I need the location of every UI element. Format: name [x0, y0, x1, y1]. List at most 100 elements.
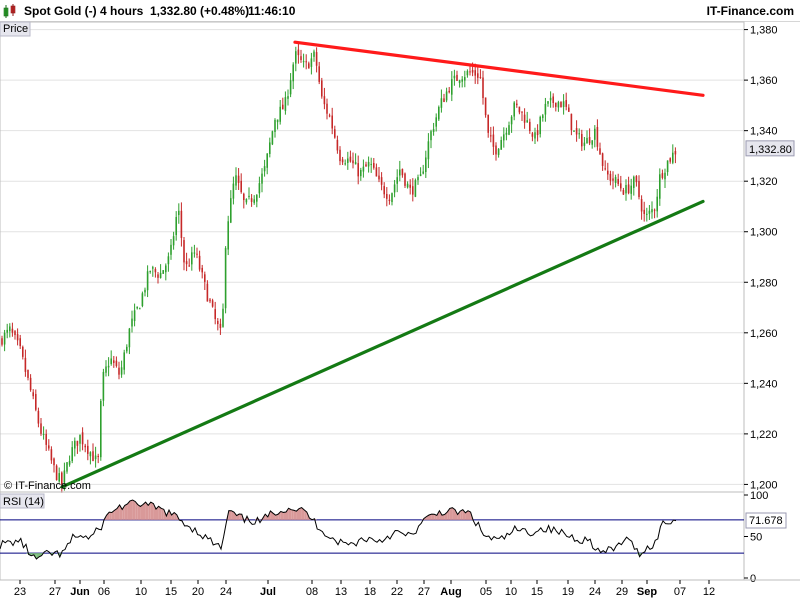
time-axis: 23 27 Jun 06 10 15 20 24 Jul 08 13 18 22 27 Aug 05 10 15 1…: [0, 579, 800, 598]
candle-down: [19, 338, 21, 347]
price-tick-label: 1,320: [750, 176, 778, 188]
candle-down: [331, 115, 333, 129]
candle-up: [451, 79, 453, 95]
rsi-overbought-fill: [429, 514, 432, 520]
candle-down: [305, 61, 307, 63]
candle-up: [123, 352, 125, 370]
candle-up: [256, 194, 258, 202]
resistance-trendline[interactable]: [293, 40, 705, 97]
candle-down: [479, 77, 482, 79]
candle-up: [120, 367, 123, 375]
candle-down: [240, 180, 242, 193]
candle-up: [594, 128, 596, 140]
last-price-marker: 1,332.80: [745, 140, 795, 157]
candle-down: [334, 129, 336, 138]
candle-up: [354, 162, 357, 165]
time-tick-label: 12: [703, 586, 715, 598]
candle-up: [141, 293, 144, 307]
candle-down: [237, 175, 240, 183]
candle-up: [664, 172, 666, 180]
candle-up: [175, 216, 177, 236]
candle-up: [79, 434, 81, 444]
candle-down: [1, 338, 3, 345]
candle-down: [601, 153, 604, 166]
candle-up: [230, 198, 232, 223]
support-trendline[interactable]: [60, 199, 705, 489]
candle-down: [653, 209, 656, 211]
candle-down: [474, 70, 476, 76]
candle-up: [464, 77, 466, 81]
price-tick-label: 1,340: [750, 126, 778, 138]
candle-up: [193, 252, 196, 254]
candle-down: [308, 63, 310, 69]
candle-up: [133, 310, 136, 322]
candle-up: [279, 106, 281, 122]
price-tick-label: 1,200: [750, 479, 778, 491]
candle-up: [393, 184, 396, 193]
price-axis: 1,380 1,360 1,340 1,320 1,300 1,280 1,260 1,240…: [744, 25, 778, 491]
candle-up: [302, 61, 305, 63]
candle-down: [581, 133, 583, 147]
price-panel-frame: [0, 21, 745, 493]
candle-down: [76, 440, 79, 446]
time-tick-label: 29: [616, 586, 628, 598]
candle-down: [185, 261, 188, 265]
price-tick-label: 1,280: [750, 277, 778, 289]
candle-down: [323, 96, 326, 105]
candle-down: [282, 104, 284, 110]
candle-down: [217, 320, 219, 325]
rsi-overbought-fill: [111, 510, 115, 520]
candle-up: [656, 196, 658, 212]
candle-down: [37, 410, 40, 424]
rsi-overbought-fill: [275, 514, 279, 520]
price-tick-label: 1,360: [750, 75, 778, 87]
rsi-panel-label-box: [0, 493, 45, 509]
candle-down: [409, 184, 411, 188]
candle-up: [466, 70, 469, 76]
price-panel-label-box: [0, 21, 31, 37]
rsi-overbought-fill: [124, 503, 128, 520]
candle-up: [227, 221, 229, 250]
candle-down: [661, 173, 664, 178]
rsi-overbought-fill: [439, 510, 442, 520]
time-tick-label: 10: [505, 586, 517, 598]
rsi-overbought-fill: [301, 507, 305, 520]
rsi-overbought-fill: [132, 500, 136, 520]
candle-up: [235, 175, 237, 186]
time-tick-label: 27: [49, 586, 61, 598]
candlestick-chart-icon[interactable]: [2, 3, 18, 19]
candle-down: [373, 163, 375, 168]
candle-up: [232, 183, 235, 199]
candle-up: [165, 265, 167, 273]
rsi-overbought-fill: [145, 502, 149, 520]
rsi-overbought-fill: [137, 504, 141, 520]
candle-down: [11, 328, 14, 333]
time-tick-label: 05: [480, 586, 492, 598]
rsi-overbought-fill: [228, 510, 232, 520]
rsi-overbought-fill: [150, 502, 154, 520]
candle-up: [149, 271, 151, 273]
candle-down: [552, 96, 554, 103]
rsi-overbought-fill: [114, 508, 117, 520]
candle-up: [539, 116, 541, 135]
candle-up: [347, 158, 349, 163]
candle-down: [378, 175, 380, 180]
candle-down: [32, 392, 34, 397]
candle-up: [625, 185, 627, 194]
time-tick-label: 24: [220, 586, 232, 598]
candle-down: [24, 357, 27, 372]
rsi-tick-label: 0: [750, 573, 756, 585]
candle-down: [386, 193, 388, 199]
candle-down: [352, 160, 354, 164]
candle-down: [495, 145, 497, 155]
candle-down: [609, 173, 612, 181]
candle-down: [443, 98, 445, 102]
candle-down: [22, 346, 24, 357]
rsi-overbought-fill: [169, 510, 172, 520]
candle-down: [40, 423, 42, 434]
time-tick-label: 10: [135, 586, 147, 598]
candle-down: [536, 130, 539, 136]
candle-up: [110, 358, 112, 364]
candle-down: [115, 360, 118, 366]
